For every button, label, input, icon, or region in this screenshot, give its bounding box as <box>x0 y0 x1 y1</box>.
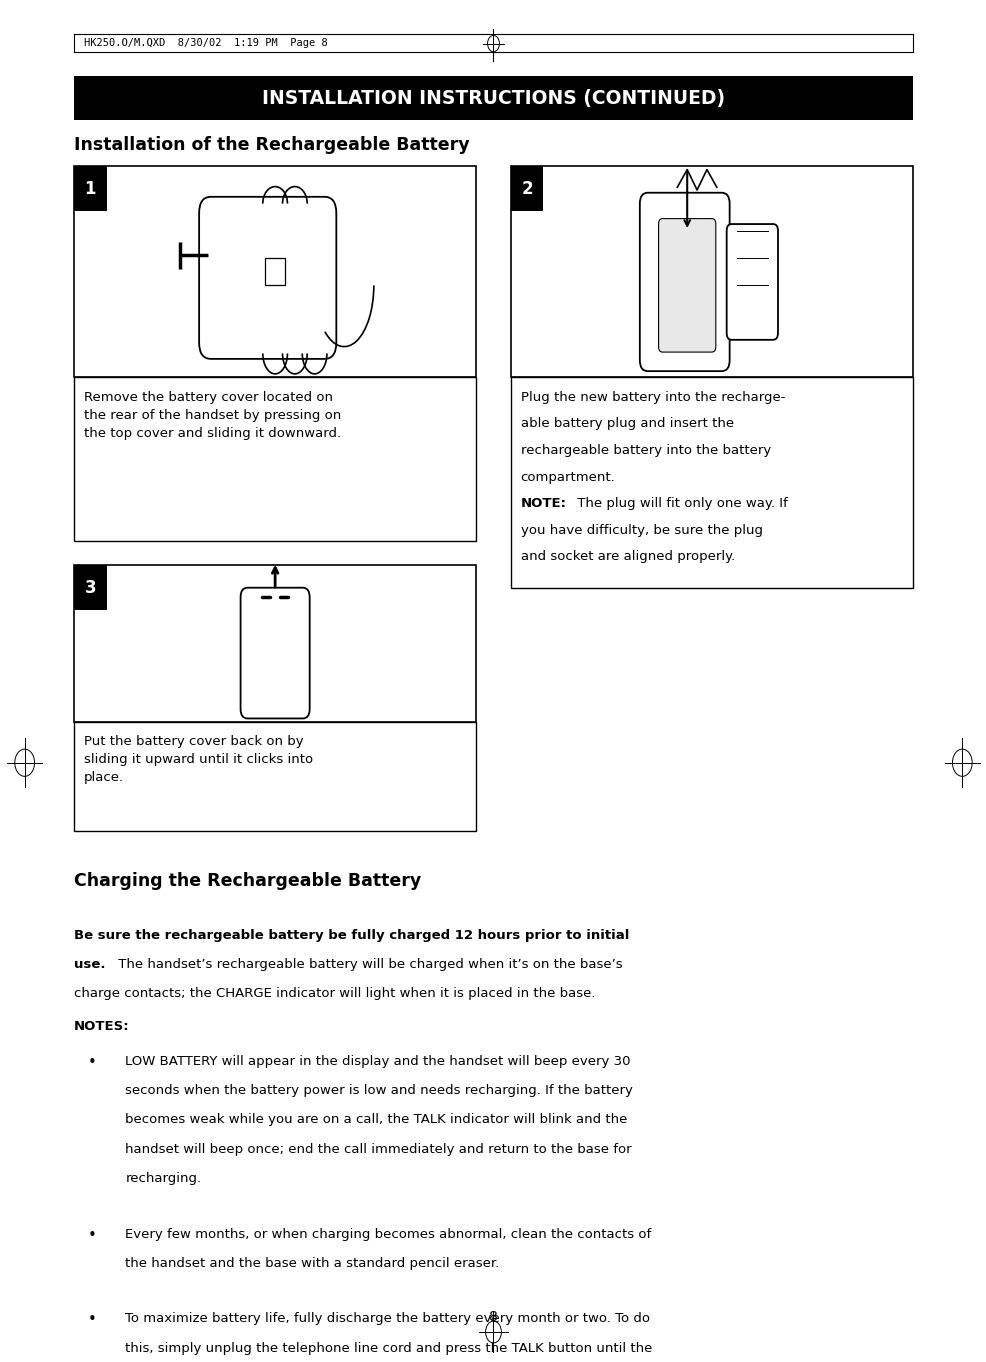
Text: recharging.: recharging. <box>125 1171 201 1185</box>
FancyBboxPatch shape <box>658 219 715 353</box>
Text: handset will beep once; end the call immediately and return to the base for: handset will beep once; end the call imm… <box>125 1143 631 1155</box>
Text: The plug will fit only one way. If: The plug will fit only one way. If <box>573 497 787 511</box>
FancyBboxPatch shape <box>74 377 475 541</box>
Text: Every few months, or when charging becomes abnormal, clean the contacts of: Every few months, or when charging becom… <box>125 1227 651 1241</box>
Text: Put the battery cover back on by
sliding it upward until it clicks into
place.: Put the battery cover back on by sliding… <box>84 735 313 785</box>
FancyBboxPatch shape <box>199 197 336 360</box>
Text: To maximize battery life, fully discharge the battery every month or two. To do: To maximize battery life, fully discharg… <box>125 1313 650 1325</box>
Text: Be sure the rechargeable battery be fully charged 12 hours prior to initial: Be sure the rechargeable battery be full… <box>74 929 629 943</box>
Text: 2: 2 <box>521 180 532 197</box>
Text: use.: use. <box>74 959 106 971</box>
Text: Charging the Rechargeable Battery: Charging the Rechargeable Battery <box>74 872 421 889</box>
Text: NOTE:: NOTE: <box>521 497 566 511</box>
FancyBboxPatch shape <box>74 565 475 722</box>
Text: HK250.O/M.QXD  8/30/02  1:19 PM  Page 8: HK250.O/M.QXD 8/30/02 1:19 PM Page 8 <box>84 38 327 48</box>
Text: •: • <box>88 1313 96 1328</box>
Text: Remove the battery cover located on
the rear of the handset by pressing on
the t: Remove the battery cover located on the … <box>84 391 341 440</box>
Text: and socket are aligned properly.: and socket are aligned properly. <box>521 550 735 564</box>
Text: becomes weak while you are on a call, the TALK indicator will blink and the: becomes weak while you are on a call, th… <box>125 1113 627 1126</box>
Text: Plug the new battery into the recharge-: Plug the new battery into the recharge- <box>521 391 784 405</box>
Text: Installation of the Rechargeable Battery: Installation of the Rechargeable Battery <box>74 136 469 154</box>
Text: 1: 1 <box>85 180 96 197</box>
Text: INSTALLATION INSTRUCTIONS (CONTINUED): INSTALLATION INSTRUCTIONS (CONTINUED) <box>261 89 725 108</box>
Text: 3: 3 <box>85 579 96 597</box>
Text: seconds when the battery power is low and needs recharging. If the battery: seconds when the battery power is low an… <box>125 1084 633 1096</box>
FancyBboxPatch shape <box>74 565 106 610</box>
FancyBboxPatch shape <box>511 166 543 211</box>
Text: able battery plug and insert the: able battery plug and insert the <box>521 417 733 430</box>
Text: LOW BATTERY will appear in the display and the handset will beep every 30: LOW BATTERY will appear in the display a… <box>125 1054 630 1068</box>
Text: the handset and the base with a standard pencil eraser.: the handset and the base with a standard… <box>125 1257 499 1269</box>
FancyBboxPatch shape <box>726 225 777 340</box>
Text: •: • <box>88 1227 96 1242</box>
FancyBboxPatch shape <box>265 259 285 286</box>
Text: 8: 8 <box>489 1310 497 1324</box>
Text: compartment.: compartment. <box>521 470 614 484</box>
Text: rechargeable battery into the battery: rechargeable battery into the battery <box>521 444 770 458</box>
Text: NOTES:: NOTES: <box>74 1020 129 1032</box>
FancyBboxPatch shape <box>74 722 475 831</box>
Text: The handset’s rechargeable battery will be charged when it’s on the base’s: The handset’s rechargeable battery will … <box>113 959 621 971</box>
Text: this, simply unplug the telephone line cord and press the TALK button until the: this, simply unplug the telephone line c… <box>125 1342 652 1355</box>
FancyBboxPatch shape <box>74 166 475 377</box>
FancyBboxPatch shape <box>639 193 729 372</box>
FancyBboxPatch shape <box>74 166 106 211</box>
Text: charge contacts; the CHARGE indicator will light when it is placed in the base.: charge contacts; the CHARGE indicator wi… <box>74 987 595 1001</box>
Text: you have difficulty, be sure the plug: you have difficulty, be sure the plug <box>521 523 762 537</box>
FancyBboxPatch shape <box>74 76 912 120</box>
FancyBboxPatch shape <box>511 166 912 377</box>
FancyBboxPatch shape <box>241 588 310 719</box>
Text: •: • <box>88 1054 96 1069</box>
FancyBboxPatch shape <box>511 377 912 588</box>
